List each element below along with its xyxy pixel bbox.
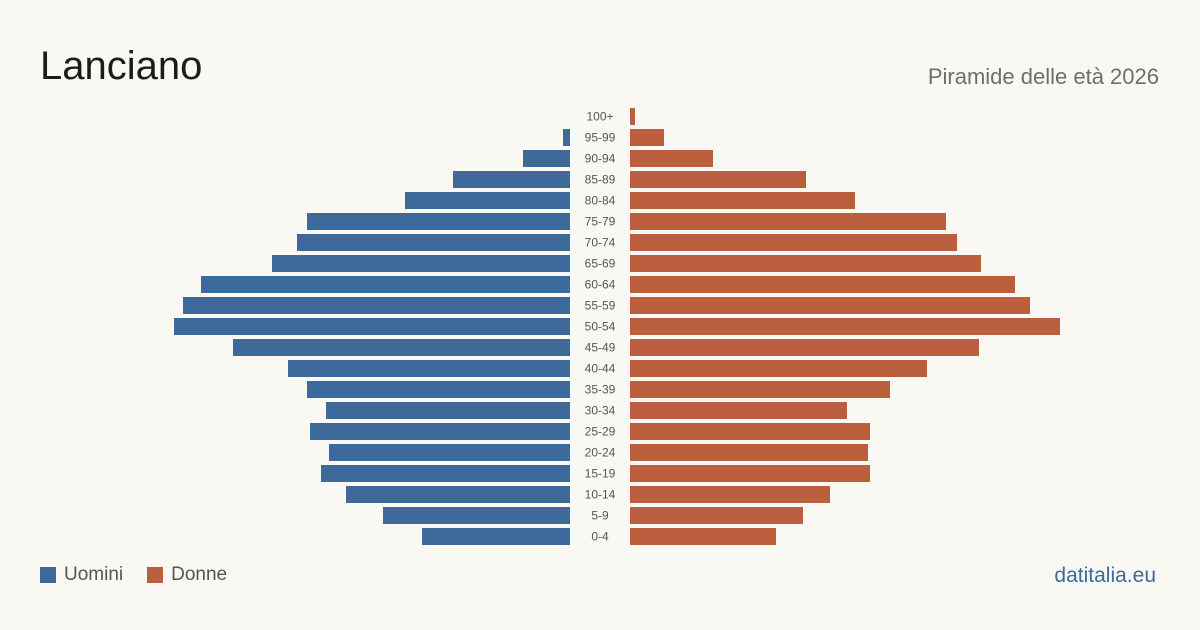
bar-women-80-84 <box>630 192 855 209</box>
legend-item-women: Donne <box>147 564 227 586</box>
bar-women-60-64 <box>630 276 1015 293</box>
bar-women-20-24 <box>630 444 868 461</box>
bar-men-55-59 <box>183 297 570 314</box>
age-label-25-29: 25-29 <box>585 425 616 439</box>
age-label-100+: 100+ <box>586 110 613 124</box>
bar-women-30-34 <box>630 402 847 419</box>
legend-label-women: Donne <box>171 564 228 585</box>
bar-men-65-69 <box>272 255 570 272</box>
bar-men-80-84 <box>405 192 570 209</box>
age-label-50-54: 50-54 <box>585 320 616 334</box>
bar-men-25-29 <box>310 423 570 440</box>
bar-men-20-24 <box>329 444 570 461</box>
age-label-55-59: 55-59 <box>585 299 616 313</box>
bar-men-0-4 <box>422 528 570 545</box>
bar-men-10-14 <box>346 486 570 503</box>
bar-men-90-94 <box>523 150 570 167</box>
bar-women-55-59 <box>630 297 1030 314</box>
age-label-85-89: 85-89 <box>585 173 616 187</box>
age-label-80-84: 80-84 <box>585 194 616 208</box>
bar-men-75-79 <box>307 213 570 230</box>
age-label-5-9: 5-9 <box>591 509 609 523</box>
age-label-60-64: 60-64 <box>585 278 616 292</box>
bar-women-100+ <box>630 108 635 125</box>
bar-women-25-29 <box>630 423 870 440</box>
bar-women-70-74 <box>630 234 957 251</box>
bar-men-5-9 <box>383 507 570 524</box>
bar-men-15-19 <box>321 465 570 482</box>
age-label-65-69: 65-69 <box>585 257 616 271</box>
bar-women-5-9 <box>630 507 803 524</box>
legend-swatch-men <box>40 567 56 583</box>
chart-subtitle: Piramide delle età 2026 <box>927 64 1159 89</box>
bar-women-15-19 <box>630 465 870 482</box>
bar-women-90-94 <box>630 150 713 167</box>
bar-women-10-14 <box>630 486 830 503</box>
bar-women-35-39 <box>630 381 890 398</box>
legend-item-men: Uomini <box>40 564 123 586</box>
bar-women-45-49 <box>630 339 979 356</box>
age-label-45-49: 45-49 <box>585 341 616 355</box>
age-label-35-39: 35-39 <box>585 383 616 397</box>
bar-men-70-74 <box>297 234 570 251</box>
bar-men-50-54 <box>174 318 570 335</box>
bar-women-85-89 <box>630 171 806 188</box>
age-label-15-19: 15-19 <box>585 467 616 481</box>
age-label-90-94: 90-94 <box>585 152 616 166</box>
age-label-0-4: 0-4 <box>591 530 609 544</box>
age-label-95-99: 95-99 <box>585 131 616 145</box>
age-label-30-34: 30-34 <box>585 404 616 418</box>
chart-title: Lanciano <box>40 44 203 88</box>
bar-women-65-69 <box>630 255 981 272</box>
age-label-40-44: 40-44 <box>585 362 616 376</box>
bar-men-30-34 <box>326 402 570 419</box>
legend-swatch-women <box>147 567 164 583</box>
age-label-10-14: 10-14 <box>585 488 616 502</box>
bar-men-95-99 <box>563 129 570 146</box>
legend: Uomini Donne <box>40 564 251 586</box>
bar-women-40-44 <box>630 360 927 377</box>
bar-women-95-99 <box>630 129 664 146</box>
bar-men-60-64 <box>201 276 570 293</box>
bar-women-75-79 <box>630 213 946 230</box>
bar-women-50-54 <box>630 318 1060 335</box>
legend-label-men: Uomini <box>64 564 124 585</box>
age-label-20-24: 20-24 <box>585 446 616 460</box>
brand-link[interactable]: datitalia.eu <box>1054 564 1156 587</box>
age-label-75-79: 75-79 <box>585 215 616 229</box>
bar-men-45-49 <box>233 339 570 356</box>
bar-men-35-39 <box>307 381 570 398</box>
age-label-70-74: 70-74 <box>585 236 616 250</box>
bar-men-85-89 <box>453 171 570 188</box>
bar-women-0-4 <box>630 528 776 545</box>
bar-men-40-44 <box>288 360 570 377</box>
